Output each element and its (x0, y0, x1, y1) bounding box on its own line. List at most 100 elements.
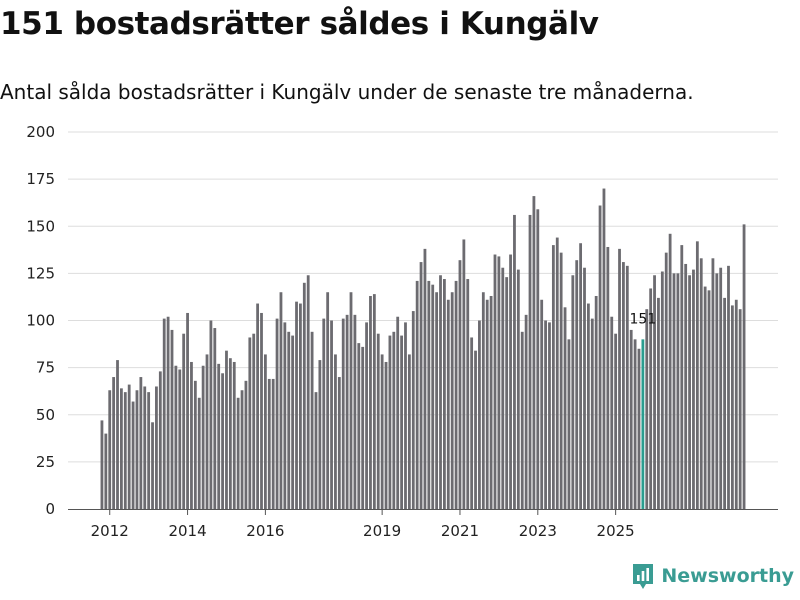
bar (446, 299, 450, 509)
bar (392, 331, 396, 509)
bar (151, 422, 154, 509)
bar (415, 280, 419, 509)
bar (388, 335, 392, 509)
bar (567, 339, 571, 509)
brand-name: Newsworthy (661, 565, 794, 587)
bar (536, 209, 540, 509)
bar (380, 354, 384, 509)
bar (299, 303, 302, 509)
bar (372, 294, 376, 509)
bar (660, 271, 664, 509)
bar (318, 360, 322, 509)
bar (435, 292, 439, 509)
bar (571, 275, 575, 509)
bar (244, 380, 248, 509)
bar (738, 309, 742, 509)
bar (575, 260, 579, 509)
y-tick-label: 75 (36, 359, 55, 377)
bar (263, 354, 267, 509)
bar (411, 311, 415, 509)
x-tick-label: 2012 (91, 522, 129, 540)
y-tick-label: 150 (26, 217, 55, 235)
bar (470, 337, 474, 509)
bar (217, 363, 221, 509)
bar (653, 275, 656, 509)
bar (516, 269, 520, 509)
bar (532, 196, 536, 509)
bar (501, 267, 505, 509)
bar (155, 386, 158, 509)
bar (520, 331, 524, 509)
bar (116, 360, 119, 509)
bar (267, 378, 271, 509)
bar (489, 295, 493, 509)
bar (649, 288, 653, 509)
bar (369, 295, 372, 509)
bar (711, 258, 715, 509)
bar (228, 358, 232, 509)
y-tick-label: 25 (36, 453, 55, 471)
bar (384, 361, 388, 509)
y-tick-label: 175 (26, 170, 55, 188)
bar (563, 307, 567, 509)
bar (100, 420, 104, 509)
bar (275, 318, 279, 509)
x-tick-label: 2021 (441, 522, 479, 540)
y-tick-label: 125 (26, 264, 55, 282)
y-tick-label: 200 (26, 123, 55, 141)
bar (730, 305, 734, 509)
bar (723, 297, 726, 509)
y-tick-label: 100 (26, 312, 55, 330)
bar (528, 214, 532, 509)
bar (178, 369, 182, 509)
bar (719, 267, 723, 509)
bar (524, 314, 528, 509)
bar (443, 279, 446, 509)
bar (423, 248, 427, 509)
bar (201, 365, 205, 509)
bar (345, 314, 349, 509)
bar (248, 337, 252, 509)
bar (143, 386, 147, 509)
bar (310, 331, 314, 509)
bar (225, 350, 228, 509)
bar (322, 318, 326, 509)
bar (742, 224, 746, 509)
bar (625, 265, 629, 509)
bar (680, 245, 684, 509)
bar (462, 239, 466, 509)
bar (158, 371, 162, 509)
bar (186, 312, 189, 509)
bar (287, 331, 291, 509)
bar (131, 401, 135, 509)
bar (481, 292, 485, 509)
bar (688, 275, 691, 509)
bar (193, 380, 197, 509)
bar (715, 273, 719, 509)
y-tick-label: 0 (45, 500, 55, 518)
bar (232, 361, 236, 509)
brand-logo: Newsworthy (631, 562, 794, 590)
bar (431, 284, 435, 509)
bar (396, 316, 400, 509)
bar (513, 214, 516, 509)
bar (427, 280, 431, 509)
bar (548, 322, 551, 509)
bar (236, 397, 240, 509)
x-tick-label: 2014 (168, 522, 206, 540)
x-tick-label: 2023 (519, 522, 557, 540)
bar (544, 320, 547, 509)
bar (260, 312, 263, 509)
chart-subtitle: Antal sålda bostadsrätter i Kungälv unde… (0, 80, 694, 104)
bar (205, 354, 209, 509)
bar (734, 299, 738, 509)
bar (555, 237, 559, 509)
bar (404, 322, 407, 509)
bar (583, 267, 586, 509)
bar (166, 316, 170, 509)
bar (602, 188, 606, 510)
bar (540, 299, 544, 509)
bar (341, 318, 345, 509)
bar (485, 299, 489, 509)
bar (337, 377, 341, 509)
